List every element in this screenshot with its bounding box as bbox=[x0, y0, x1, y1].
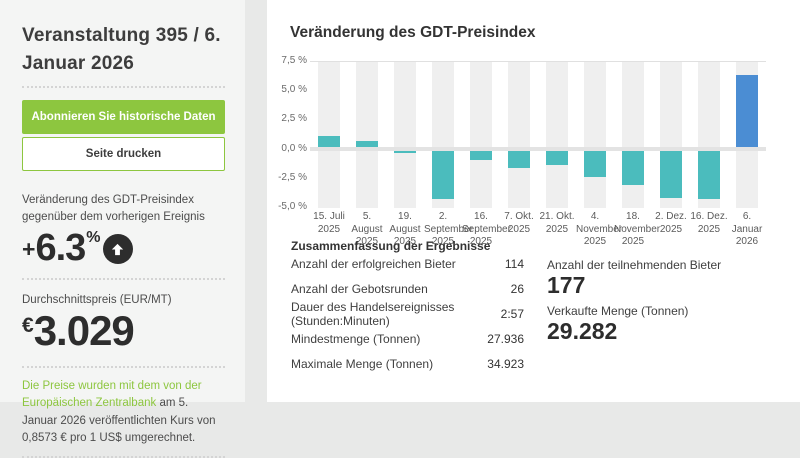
change-sign: + bbox=[22, 235, 36, 262]
chart-ylabels: 7,5 % 5,0 % 2,5 % 0,0 % -2,5 % -5,0 % bbox=[267, 55, 307, 212]
chart-bar[interactable] bbox=[622, 151, 644, 185]
table-row: Anzahl der erfolgreichen Bieter 114 bbox=[291, 251, 524, 276]
chart-category-slot bbox=[500, 62, 538, 208]
exchange-rate-note: Die Preise wurden mit dem von der Europä… bbox=[22, 378, 225, 447]
category-stripe bbox=[622, 62, 644, 208]
divider bbox=[22, 366, 225, 369]
price-number: 3.029 bbox=[33, 307, 135, 355]
category-stripe bbox=[356, 62, 378, 208]
highlight-value: 29.282 bbox=[547, 317, 618, 344]
chart-title: Veränderung des GDT-Preisindex bbox=[290, 24, 536, 41]
x-axis-tick: 7. Okt. 2025 bbox=[504, 211, 534, 235]
row-value: 26 bbox=[510, 281, 524, 296]
average-price-label: Durchschnittspreis (EUR/MT) bbox=[22, 294, 172, 307]
chart-category-slot bbox=[386, 62, 424, 208]
y-axis-tick: 2,5 % bbox=[281, 113, 307, 125]
category-stripe bbox=[470, 62, 492, 208]
table-row: Mindestmenge (Tonnen) 27.936 bbox=[291, 326, 524, 351]
chart-category-slot bbox=[424, 62, 462, 208]
chart-bar[interactable] bbox=[318, 136, 340, 147]
category-stripe bbox=[584, 62, 606, 208]
chart-bar[interactable] bbox=[546, 151, 568, 165]
average-price-value: € 3.029 bbox=[22, 310, 225, 356]
row-label: Anzahl der Gebotsrunden bbox=[291, 281, 428, 296]
row-value: 34.923 bbox=[487, 356, 524, 371]
chart-bar[interactable] bbox=[356, 141, 378, 147]
highlight-value: 177 bbox=[547, 272, 586, 298]
highlight-label: Verkaufte Menge (Tonnen) bbox=[547, 303, 689, 318]
chart-xlabels: 15. Juli 2025 5. August 2025 19. August 20… bbox=[310, 211, 766, 249]
row-label: Dauer des Handelsereignisses (Stunden:Mi… bbox=[291, 299, 455, 328]
chart-bar[interactable] bbox=[584, 151, 606, 177]
category-stripe bbox=[508, 62, 530, 208]
x-axis-tick: 4. November 2025 bbox=[576, 211, 623, 247]
up-arrow-icon bbox=[102, 234, 133, 265]
chart-category-slot bbox=[728, 62, 766, 208]
y-axis-tick: -2,5 % bbox=[278, 171, 307, 183]
x-axis-tick: 18. November 2025 bbox=[614, 211, 661, 247]
chart-category-slot bbox=[614, 62, 652, 208]
table-row: Anzahl der Gebotsrunden 26 bbox=[291, 276, 524, 301]
chart-plot bbox=[310, 61, 766, 208]
chart-bar[interactable] bbox=[508, 151, 530, 168]
row-label: Anzahl der erfolgreichen Bieter bbox=[291, 256, 456, 271]
table-row: Dauer des Handelsereignisses (Stunden:Mi… bbox=[291, 299, 524, 328]
x-axis-tick: 15. Juli 2025 bbox=[313, 211, 345, 235]
currency-symbol: € bbox=[22, 314, 34, 338]
chart-category-slot bbox=[538, 62, 576, 208]
x-axis-tick: 2. Dez. 2025 bbox=[655, 211, 687, 235]
category-stripe bbox=[546, 62, 568, 208]
row-value: 2:57 bbox=[500, 306, 524, 321]
print-page-button[interactable]: Seite drucken bbox=[22, 137, 225, 172]
highlight-label: Anzahl der teilnehmenden Bieter bbox=[547, 258, 722, 272]
chart-category-slot bbox=[652, 62, 690, 208]
divider bbox=[22, 86, 225, 89]
category-stripe bbox=[318, 62, 340, 208]
summary-highlights: Anzahl der teilnehmenden Bieter 177 Verk… bbox=[547, 254, 777, 348]
chart-category-slot bbox=[462, 62, 500, 208]
chart-category-slot bbox=[690, 62, 728, 208]
row-value: 114 bbox=[504, 256, 524, 271]
event-sidebar: Veranstaltung 395 / 6. Januar 2026 Abonn… bbox=[0, 0, 245, 458]
chart-bar[interactable] bbox=[432, 151, 454, 199]
chart-category-slot bbox=[576, 62, 614, 208]
x-axis-tick: 21. Okt. 2025 bbox=[539, 211, 575, 235]
row-value: 27.936 bbox=[487, 331, 524, 346]
chart-bar[interactable] bbox=[698, 151, 720, 199]
x-axis-tick: 16. September 2025 bbox=[462, 211, 511, 247]
chart-bar[interactable] bbox=[470, 151, 492, 160]
x-axis-tick: 5. August 2025 bbox=[351, 211, 383, 247]
y-axis-tick: 5,0 % bbox=[281, 84, 307, 96]
y-axis-tick: -5,0 % bbox=[278, 201, 307, 212]
price-index-change-value: + 6.3 % bbox=[22, 227, 225, 269]
y-axis-tick: 0,0 % bbox=[281, 142, 307, 154]
table-row: Maximale Menge (Tonnen) 34.923 bbox=[291, 351, 524, 376]
x-axis-tick: 6. Januar 2026 bbox=[731, 211, 763, 247]
change-number: 6.3 bbox=[35, 227, 86, 270]
row-label: Mindestmenge (Tonnen) bbox=[291, 331, 421, 346]
subscribe-historical-data-button[interactable]: Abonnieren Sie historische Daten bbox=[22, 100, 225, 135]
change-percent-sign: % bbox=[86, 229, 101, 247]
zero-line bbox=[310, 147, 766, 151]
price-index-change-label: Veränderung des GDT-Preisindex gegenüber… bbox=[22, 194, 205, 223]
main-panel: Veränderung des GDT-Preisindex 7,5 % 5,0 … bbox=[267, 0, 800, 402]
chart-bar[interactable] bbox=[660, 151, 682, 198]
divider bbox=[22, 278, 225, 281]
summary-table: Anzahl der erfolgreichen Bieter 114 Anza… bbox=[291, 251, 524, 376]
chart-bar[interactable] bbox=[394, 151, 416, 153]
event-title: Veranstaltung 395 / 6. Januar 2026 bbox=[22, 25, 221, 74]
x-axis-tick: 2. September 2025 bbox=[424, 211, 473, 247]
summary-heading: Zusammenfassung der Ergebnisse bbox=[291, 239, 491, 253]
y-axis-tick: 7,5 % bbox=[281, 55, 307, 66]
x-axis-tick: 16. Dez. 2025 bbox=[690, 211, 728, 235]
chart-bar[interactable] bbox=[736, 75, 758, 147]
chart-category-slot bbox=[348, 62, 386, 208]
x-axis-tick: 19. August 2025 bbox=[389, 211, 421, 247]
row-label: Maximale Menge (Tonnen) bbox=[291, 356, 434, 371]
chart-category-slot bbox=[310, 62, 348, 208]
category-stripe bbox=[394, 62, 416, 208]
